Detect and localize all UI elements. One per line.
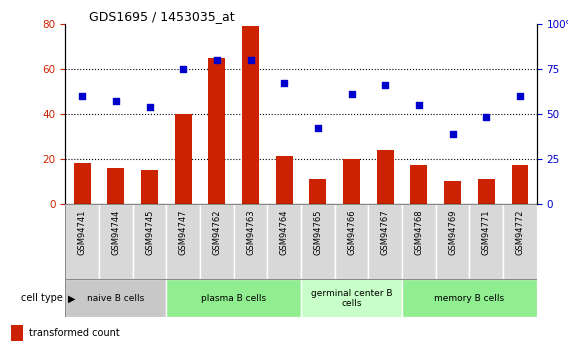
Text: GDS1695 / 1453035_at: GDS1695 / 1453035_at xyxy=(89,10,235,23)
Text: GSM94768: GSM94768 xyxy=(415,210,423,255)
Bar xyxy=(469,204,503,279)
Point xyxy=(212,57,222,63)
Text: memory B cells: memory B cells xyxy=(435,294,504,303)
Bar xyxy=(402,204,436,279)
Bar xyxy=(310,179,326,204)
Text: GSM94762: GSM94762 xyxy=(212,210,222,255)
Bar xyxy=(65,279,166,317)
Text: GSM94767: GSM94767 xyxy=(381,210,390,255)
Bar xyxy=(478,179,495,204)
Point xyxy=(178,66,187,72)
Text: GSM94772: GSM94772 xyxy=(515,210,524,255)
Bar xyxy=(166,279,301,317)
Text: transformed count: transformed count xyxy=(29,328,119,338)
Bar xyxy=(133,204,166,279)
Text: GSM94745: GSM94745 xyxy=(145,210,154,255)
Bar xyxy=(74,163,90,204)
Text: ▶: ▶ xyxy=(68,294,76,303)
Bar xyxy=(208,58,225,204)
Bar xyxy=(233,204,268,279)
Point xyxy=(279,81,289,86)
Text: GSM94763: GSM94763 xyxy=(246,210,255,255)
Bar xyxy=(444,181,461,204)
Bar xyxy=(141,170,158,204)
Bar xyxy=(268,204,301,279)
Point xyxy=(314,126,323,131)
Point xyxy=(515,93,524,99)
Bar xyxy=(512,165,528,204)
Bar xyxy=(107,168,124,204)
Bar xyxy=(65,204,99,279)
Text: cell type: cell type xyxy=(20,294,62,303)
Text: GSM94771: GSM94771 xyxy=(482,210,491,255)
Bar xyxy=(242,26,259,204)
Point xyxy=(246,57,255,63)
Point xyxy=(381,82,390,88)
Bar xyxy=(402,279,537,317)
Point xyxy=(482,115,491,120)
Text: GSM94764: GSM94764 xyxy=(279,210,289,255)
Text: germinal center B
cells: germinal center B cells xyxy=(311,289,392,308)
Point xyxy=(347,91,356,97)
Bar xyxy=(377,150,394,204)
Point xyxy=(334,251,343,256)
Point xyxy=(448,131,457,136)
Bar xyxy=(301,279,402,317)
Bar xyxy=(343,159,360,204)
Text: GSM94765: GSM94765 xyxy=(314,210,323,255)
Bar xyxy=(436,204,469,279)
Text: GSM94769: GSM94769 xyxy=(448,210,457,255)
Text: plasma B cells: plasma B cells xyxy=(201,294,266,303)
Bar xyxy=(335,204,369,279)
Bar xyxy=(175,114,191,204)
Text: GSM94741: GSM94741 xyxy=(78,210,87,255)
Point xyxy=(414,102,423,108)
Bar xyxy=(11,325,23,341)
Bar xyxy=(276,156,293,204)
Bar xyxy=(301,204,335,279)
Bar xyxy=(411,165,427,204)
Bar xyxy=(99,204,133,279)
Point xyxy=(78,93,87,99)
Bar xyxy=(200,204,233,279)
Point xyxy=(111,99,120,104)
Text: GSM94747: GSM94747 xyxy=(179,210,187,255)
Point xyxy=(145,104,154,109)
Bar xyxy=(369,204,402,279)
Text: GSM94766: GSM94766 xyxy=(347,210,356,255)
Text: naive B cells: naive B cells xyxy=(87,294,144,303)
Text: GSM94744: GSM94744 xyxy=(111,210,120,255)
Bar xyxy=(166,204,200,279)
Bar xyxy=(503,204,537,279)
